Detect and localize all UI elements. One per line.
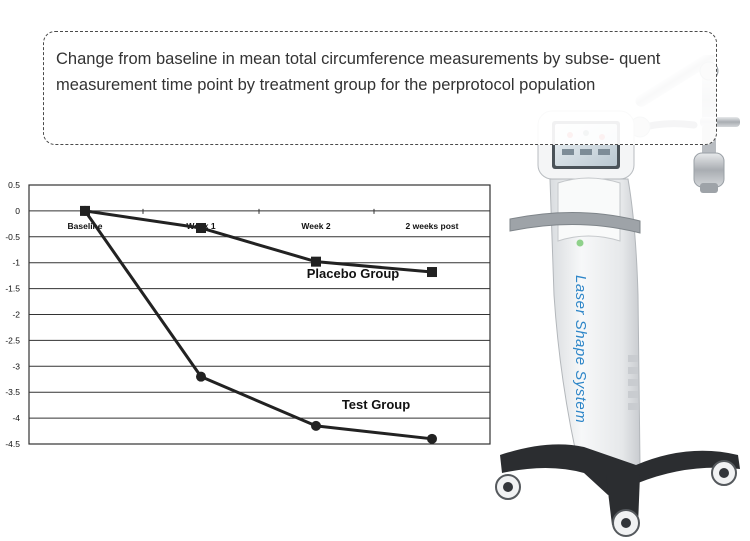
y-tick-label: 0.5 [8,180,20,190]
y-tick-label: 0 [15,206,20,216]
series-labels: Placebo Group Test Group [307,266,410,412]
data-point-square [196,222,206,233]
caption-box: Change from baseline in mean total circu… [43,31,717,145]
figure-caption: Change from baseline in mean total circu… [56,50,661,94]
series-line [84,209,433,274]
y-tick-label: -3 [12,361,20,371]
series-line [83,210,433,441]
x-tick-label: Week 2 [301,221,330,231]
data-point-circle [311,420,321,431]
data-point-circle [80,205,90,216]
line-chart: 0.5 0 -0.5 -1 -1.5 -2 -2.5 -3 -3.5 -4 -4.5 Baselin… [5,180,491,449]
series-label: Placebo Group [307,266,400,281]
data-point-square [311,256,321,267]
y-tick-label: -0.5 [5,232,20,242]
data-point-square [427,267,437,278]
vent-grille [628,355,638,410]
x-tick-label: 2 weeks post [406,221,459,231]
y-tick-label: -2 [12,310,20,320]
machine-column: Laser Shape System [509,177,641,475]
x-tick-marks [142,208,375,214]
grid-lines [29,184,490,445]
product-label: Laser Shape System [572,275,589,423]
y-tick-labels: 0.5 0 -0.5 -1 -1.5 -2 -2.5 -3 -3.5 -4 -4.5 [5,180,20,449]
y-tick-label: -1.5 [5,284,20,294]
y-tick-label: -3.5 [5,387,20,397]
series-group [80,205,437,444]
series-label: Test Group [342,397,410,412]
x-tick-label: Baseline [68,221,103,231]
machine-base [495,444,740,537]
y-tick-label: -1 [12,258,20,268]
data-point-circle [427,433,437,444]
y-tick-label: -2.5 [5,335,20,345]
data-point-circle [196,371,206,382]
y-tick-label: -4.5 [5,439,20,449]
y-tick-label: -4 [12,413,20,423]
